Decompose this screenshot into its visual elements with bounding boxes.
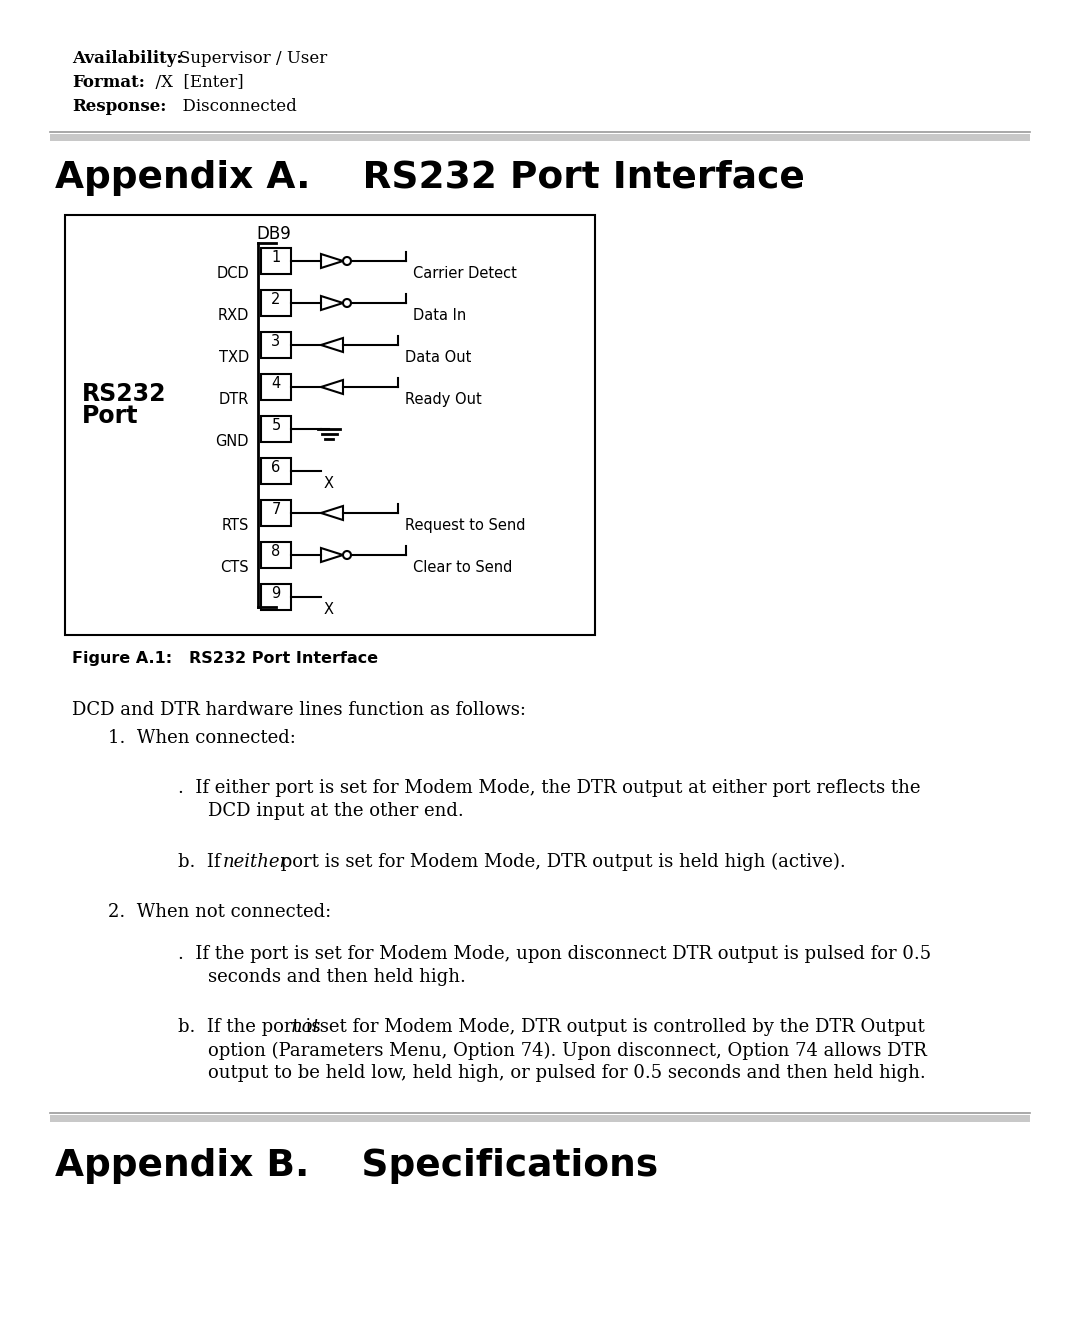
Text: RS232: RS232 bbox=[82, 382, 166, 407]
Text: DTR: DTR bbox=[218, 392, 249, 407]
Text: RTS: RTS bbox=[221, 518, 249, 533]
Text: Data Out: Data Out bbox=[405, 350, 471, 365]
Text: X: X bbox=[324, 603, 334, 617]
Bar bbox=[50, 1115, 1030, 1122]
Text: /X  [Enter]: /X [Enter] bbox=[145, 74, 244, 91]
Text: 8: 8 bbox=[271, 544, 281, 560]
Text: not: not bbox=[291, 1019, 321, 1036]
Text: Carrier Detect: Carrier Detect bbox=[413, 266, 517, 280]
Text: Data In: Data In bbox=[413, 309, 467, 323]
Text: .  If the port is set for Modem Mode, upon disconnect DTR output is pulsed for 0: . If the port is set for Modem Mode, upo… bbox=[178, 945, 931, 962]
Text: Response:: Response: bbox=[72, 98, 166, 115]
Text: DCD and DTR hardware lines function as follows:: DCD and DTR hardware lines function as f… bbox=[72, 701, 526, 719]
Bar bbox=[261, 416, 291, 442]
Text: Request to Send: Request to Send bbox=[405, 518, 526, 533]
Text: 5: 5 bbox=[271, 417, 281, 433]
Text: 9: 9 bbox=[271, 586, 281, 601]
Text: DCD input at the other end.: DCD input at the other end. bbox=[208, 803, 463, 820]
Text: option (Parameters Menu, Option 74). Upon disconnect, Option 74 allows DTR: option (Parameters Menu, Option 74). Upo… bbox=[208, 1041, 927, 1060]
Bar bbox=[261, 584, 291, 611]
Text: Disconnected: Disconnected bbox=[172, 98, 297, 115]
Bar bbox=[261, 331, 291, 358]
Text: 3: 3 bbox=[271, 334, 281, 349]
Text: Appendix B.    Specifications: Appendix B. Specifications bbox=[55, 1149, 658, 1185]
Text: X: X bbox=[324, 476, 334, 491]
Text: 1.  When connected:: 1. When connected: bbox=[108, 729, 296, 746]
Text: 7: 7 bbox=[271, 502, 281, 517]
Text: TXD: TXD bbox=[219, 350, 249, 365]
Text: Clear to Send: Clear to Send bbox=[413, 560, 512, 574]
Bar bbox=[261, 542, 291, 568]
Text: seconds and then held high.: seconds and then held high. bbox=[208, 968, 465, 986]
Text: b.  If: b. If bbox=[178, 852, 226, 871]
Text: Format:: Format: bbox=[72, 74, 145, 91]
Text: Supervisor / User: Supervisor / User bbox=[179, 50, 327, 67]
Text: 6: 6 bbox=[271, 460, 281, 475]
Text: port is set for Modem Mode, DTR output is held high (active).: port is set for Modem Mode, DTR output i… bbox=[275, 852, 846, 871]
Bar bbox=[261, 458, 291, 484]
Bar bbox=[261, 290, 291, 315]
Bar bbox=[65, 215, 595, 635]
Text: 2.  When not connected:: 2. When not connected: bbox=[108, 903, 332, 922]
Text: output to be held low, held high, or pulsed for 0.5 seconds and then held high.: output to be held low, held high, or pul… bbox=[208, 1064, 926, 1083]
Bar bbox=[261, 501, 291, 526]
Text: DB9: DB9 bbox=[256, 225, 291, 243]
Bar bbox=[261, 248, 291, 274]
Text: 4: 4 bbox=[271, 376, 281, 391]
Bar bbox=[261, 374, 291, 400]
Text: 2: 2 bbox=[271, 293, 281, 307]
Text: Ready Out: Ready Out bbox=[405, 392, 482, 407]
Text: neither: neither bbox=[222, 852, 289, 871]
Text: 1: 1 bbox=[271, 250, 281, 264]
Bar bbox=[50, 134, 1030, 141]
Text: RXD: RXD bbox=[218, 309, 249, 323]
Text: Port: Port bbox=[82, 404, 138, 428]
Text: DCD: DCD bbox=[216, 266, 249, 280]
Text: .  If either port is set for Modem Mode, the DTR output at either port reflects : . If either port is set for Modem Mode, … bbox=[178, 780, 920, 797]
Text: GND: GND bbox=[216, 433, 249, 450]
Text: b.  If the port is: b. If the port is bbox=[178, 1019, 326, 1036]
Text: Availability:: Availability: bbox=[72, 50, 183, 67]
Text: set for Modem Mode, DTR output is controlled by the DTR Output: set for Modem Mode, DTR output is contro… bbox=[314, 1019, 924, 1036]
Text: CTS: CTS bbox=[220, 560, 249, 574]
Text: Appendix A.    RS232 Port Interface: Appendix A. RS232 Port Interface bbox=[55, 160, 805, 196]
Text: Figure A.1:   RS232 Port Interface: Figure A.1: RS232 Port Interface bbox=[72, 651, 378, 666]
